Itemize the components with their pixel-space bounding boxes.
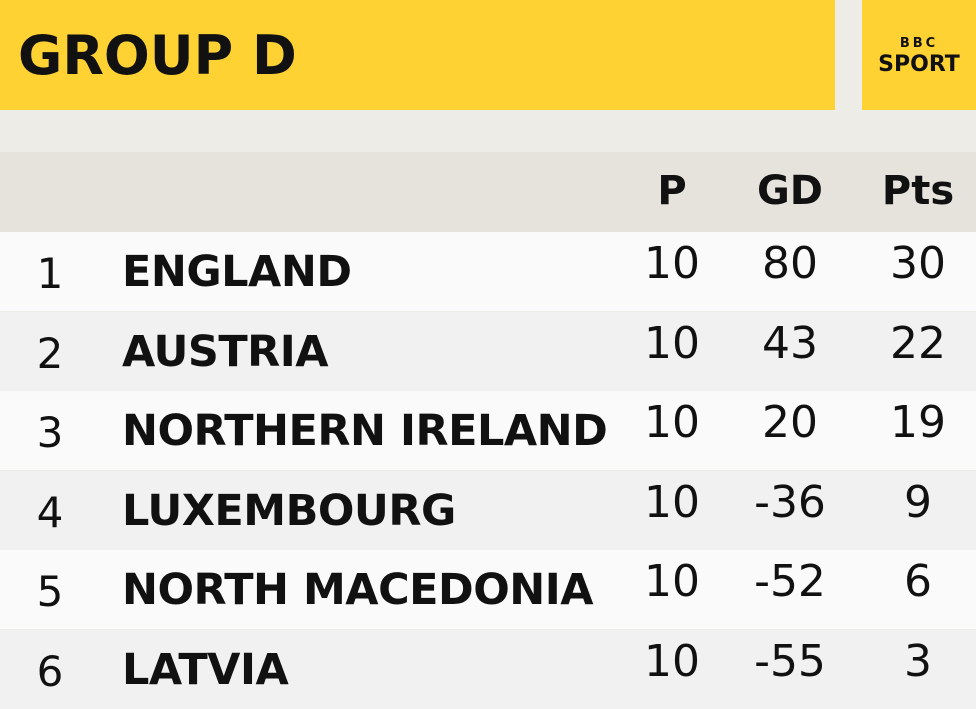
header-row: P GD Pts [0,152,976,232]
stat-cell: 3 [904,635,932,687]
column-header: P [657,168,687,214]
team-name: NORTHERN IRELAND [122,406,608,456]
team-name: LUXEMBOURG [122,485,456,536]
column-header: Pts [881,168,955,214]
team-name: AUSTRIA [122,326,329,377]
stat-cell: 10 [644,476,700,528]
position: 2 [36,328,64,378]
stat-cell: -36 [754,476,826,528]
title: GROUP D [18,24,297,87]
table-row: 5 NORTH MACEDONIA 10 -52 6 [0,550,976,629]
position: 4 [36,487,64,537]
table-row: 1 ENGLAND 10 80 30 [0,232,976,311]
stat-cell: 43 [762,317,818,369]
stat-cell: -55 [754,635,826,687]
stat-cell: 30 [890,238,946,289]
logo-top: BBC [899,36,939,51]
stat-cell: 80 [762,238,818,289]
stat-cell: -52 [754,556,826,607]
stat-cell: 22 [890,317,946,369]
table-row: 3 NORTHERN IRELAND 10 20 19 [0,391,976,470]
stat-cell: 10 [644,397,700,448]
logo: BBC SPORT [862,0,976,110]
position: 1 [36,249,64,298]
stat-cell: 10 [644,317,700,369]
stat-cell: 9 [904,476,932,528]
stat-cell: 10 [644,556,700,607]
team-name: ENGLAND [122,247,352,297]
table-row: 2 AUSTRIA 10 43 22 [0,311,976,391]
title-bar: GROUP D [0,0,835,110]
team-name: LATVIA [122,644,289,695]
stat-cell: 10 [644,635,700,687]
stat-cell: 19 [890,397,946,448]
position: 5 [36,567,64,616]
stat-cell: 20 [762,397,818,448]
position: 6 [36,646,64,696]
team-name: NORTH MACEDONIA [122,565,594,615]
stat-cell: 10 [644,238,700,289]
column-header: GD [756,168,824,214]
table-row: 4 LUXEMBOURG 10 -36 9 [0,470,976,550]
logo-bottom: SPORT [878,52,960,77]
stat-cell: 6 [904,556,932,607]
position: 3 [36,408,64,457]
table-row: 6 LATVIA 10 -55 3 [0,629,976,709]
